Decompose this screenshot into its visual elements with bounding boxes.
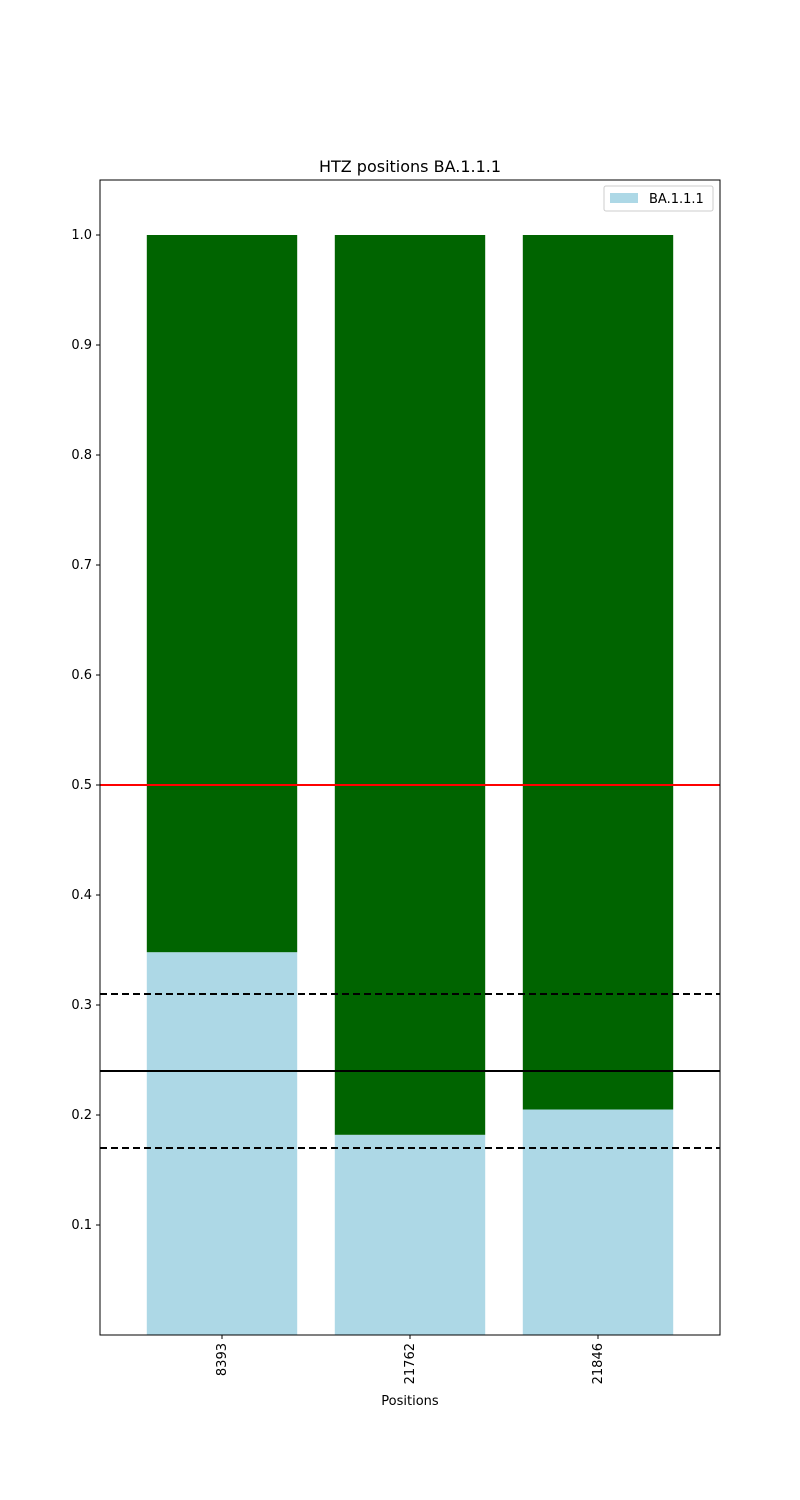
y-tick-label: 0.9 bbox=[71, 338, 92, 353]
bar-8393-series-1 bbox=[146, 235, 298, 953]
y-axis: 0.1 0.2 0.3 0.4 0.5 0.6 0.7 0.8 0.9 1.0 bbox=[71, 228, 100, 1233]
legend-swatch bbox=[610, 193, 638, 203]
legend-label: BA.1.1.1 bbox=[649, 192, 704, 207]
bar-21846-series-0 bbox=[522, 1109, 674, 1335]
reference-lines-group bbox=[100, 784, 720, 1149]
chart-title: HTZ positions BA.1.1.1 bbox=[319, 157, 501, 176]
bars-group bbox=[146, 235, 674, 1335]
x-tick-label: 8393 bbox=[215, 1343, 230, 1376]
y-tick-label: 0.5 bbox=[71, 778, 92, 793]
bar-21762-series-1 bbox=[334, 235, 486, 1135]
y-tick-label: 0.4 bbox=[71, 888, 92, 903]
y-tick-label: 0.1 bbox=[71, 1218, 92, 1233]
x-axis-label: Positions bbox=[381, 1394, 439, 1409]
y-tick-label: 1.0 bbox=[71, 228, 92, 243]
bar-8393-series-0 bbox=[146, 952, 298, 1335]
x-tick-label: 21846 bbox=[591, 1343, 606, 1384]
x-tick-label: 21762 bbox=[403, 1343, 418, 1384]
bar-21762-series-0 bbox=[334, 1134, 486, 1335]
plot-frame bbox=[99, 179, 721, 1336]
legend: BA.1.1.1 bbox=[603, 185, 714, 212]
y-tick-label: 0.7 bbox=[71, 558, 92, 573]
y-tick-label: 0.6 bbox=[71, 668, 92, 683]
legend-box bbox=[603, 185, 714, 212]
y-tick-label: 0.3 bbox=[71, 998, 92, 1013]
y-tick-label: 0.2 bbox=[71, 1108, 92, 1123]
bar-21846-series-1 bbox=[522, 235, 674, 1110]
x-axis: 8393 21762 21846 bbox=[215, 1335, 606, 1384]
y-tick-label: 0.8 bbox=[71, 448, 92, 463]
